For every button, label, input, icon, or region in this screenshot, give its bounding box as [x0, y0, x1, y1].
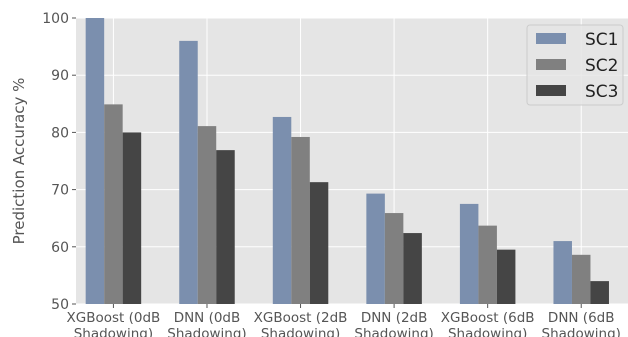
y-tick-label: 70	[51, 183, 69, 199]
bar-sc3	[122, 132, 142, 304]
legend-swatch-sc2	[536, 59, 566, 70]
y-tick-label: 80	[51, 125, 69, 141]
bars	[85, 18, 609, 305]
bar-sc1	[272, 116, 292, 305]
legend-label-sc3: SC3	[585, 82, 618, 102]
y-axis-ticks: 50 60 70 80 90 100	[42, 11, 76, 313]
bar-sc2	[104, 104, 123, 304]
legend-label-sc1: SC1	[585, 30, 618, 50]
x-tick-label: DNN (6dB Shadowing)	[542, 310, 621, 337]
bar-sc1	[179, 40, 198, 304]
bar-sc2	[291, 136, 310, 304]
x-axis-ticks: XGBoost (0dB Shadowing)DNN (0dB Shadowing)…	[67, 304, 621, 337]
x-tick-label: DNN (0dB Shadowing)	[167, 310, 246, 337]
bar-sc3	[590, 281, 609, 304]
bar-sc1	[85, 18, 105, 304]
y-axis-label: Prediction Accuracy %	[10, 78, 28, 245]
bar-sc1	[459, 203, 479, 304]
bar-sc2	[571, 254, 591, 304]
x-tick-label: XGBoost (2dB Shadowing)	[254, 310, 348, 337]
bar-sc2	[478, 225, 497, 304]
legend: SC1 SC2 SC3	[526, 24, 624, 106]
y-tick-label: 90	[51, 68, 69, 84]
bar-sc1	[366, 193, 385, 304]
x-tick-label: XGBoost (6dB Shadowing)	[441, 310, 535, 337]
bar-sc1	[553, 241, 572, 304]
bar-sc2	[384, 213, 404, 304]
bar-sc2	[197, 126, 217, 304]
legend-swatch-sc1	[536, 33, 566, 44]
legend-swatch-sc3	[536, 85, 566, 96]
bar-sc3	[309, 182, 329, 304]
x-tick-label: DNN (2dB Shadowing)	[354, 310, 433, 337]
y-tick-label: 100	[42, 11, 69, 27]
legend-label-sc2: SC2	[585, 56, 618, 76]
bar-sc3	[496, 249, 516, 304]
bar-sc3	[403, 233, 422, 304]
x-tick-label: XGBoost (0dB Shadowing)	[67, 310, 161, 337]
bar-sc3	[216, 150, 235, 304]
y-tick-label: 50	[51, 297, 69, 313]
y-tick-label: 60	[51, 240, 69, 256]
